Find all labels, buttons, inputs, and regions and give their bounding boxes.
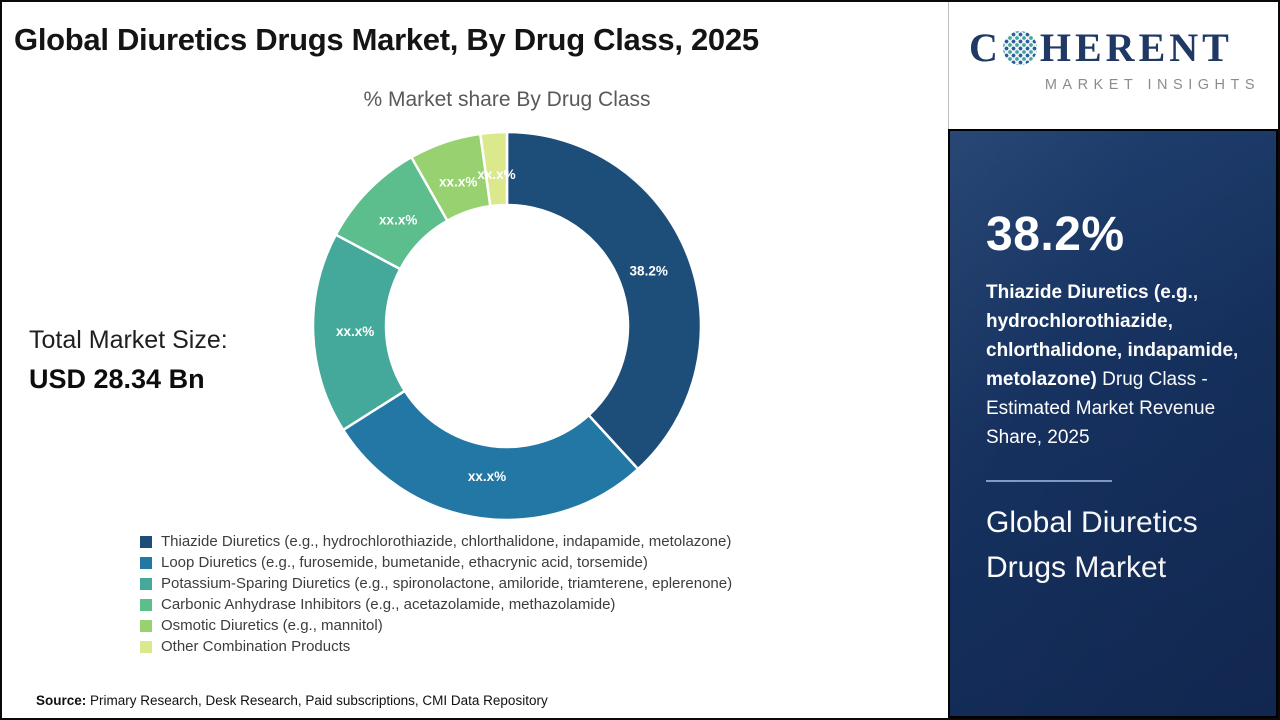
- brand-name-rest: HERENT: [1039, 25, 1233, 70]
- highlight-text: Thiazide Diuretics (e.g., hydrochlorothi…: [986, 278, 1250, 452]
- total-market-value: USD 28.34 Bn: [29, 364, 205, 394]
- legend-item: Thiazide Diuretics (e.g., hydrochlorothi…: [140, 533, 732, 550]
- legend-label: Potassium-Sparing Diuretics (e.g., spiro…: [161, 575, 733, 592]
- highlight-text-rest: Drug Class - Estimated Market Revenue Sh…: [986, 369, 1216, 448]
- brand-panel: C HERENT MARKET INSIGHTS 38.2% Thiazide …: [948, 2, 1278, 718]
- source-line: Source: Primary Research, Desk Research,…: [36, 693, 548, 708]
- legend-item: Potassium-Sparing Diuretics (e.g., spiro…: [140, 575, 732, 592]
- legend-label: Carbonic Anhydrase Inhibitors (e.g., ace…: [161, 596, 616, 613]
- highlight-text-bold: Thiazide Diuretics (e.g., hydrochlorothi…: [986, 282, 1239, 390]
- legend-item: Other Combination Products: [140, 638, 732, 655]
- total-market-block: Total Market Size: USD 28.34 Bn: [29, 326, 228, 395]
- brand-name: C HERENT: [969, 28, 1264, 68]
- brand-logo: C HERENT MARKET INSIGHTS: [948, 2, 1278, 129]
- legend-swatch: [140, 535, 152, 548]
- brand-tagline: MARKET INSIGHTS: [1044, 77, 1260, 93]
- legend-item: Carbonic Anhydrase Inhibitors (e.g., ace…: [140, 596, 732, 613]
- chart-legend: Thiazide Diuretics (e.g., hydrochlorothi…: [140, 533, 732, 655]
- legend-swatch: [140, 577, 152, 590]
- legend-swatch: [140, 640, 152, 653]
- donut-segment: [478, 130, 509, 208]
- legend-label: Other Combination Products: [161, 638, 351, 655]
- legend-label: Thiazide Diuretics (e.g., hydrochlorothi…: [161, 533, 732, 550]
- legend-swatch: [140, 598, 152, 611]
- page-title: Global Diuretics Drugs Market, By Drug C…: [14, 22, 759, 57]
- donut-segment-label: 38.2%: [630, 263, 668, 278]
- legend-swatch: [140, 619, 152, 632]
- source-text: Primary Research, Desk Research, Paid su…: [90, 693, 548, 708]
- panel-divider: [986, 480, 1112, 482]
- chart-subtitle: % Market share By Drug Class: [363, 88, 651, 111]
- legend-swatch: [140, 556, 152, 569]
- donut-segment-label: xx.x%: [477, 167, 515, 182]
- globe-icon: [1002, 31, 1037, 65]
- donut-segment-label: xx.x%: [336, 324, 374, 339]
- donut-segment: [341, 389, 640, 522]
- brand-name-c: C: [969, 25, 1002, 70]
- highlight-panel: 38.2% Thiazide Diuretics (e.g., hydrochl…: [948, 129, 1278, 718]
- legend-item: Osmotic Diuretics (e.g., mannitol): [140, 617, 732, 634]
- highlight-value: 38.2%: [986, 208, 1125, 261]
- donut-segment-label: xx.x%: [468, 469, 506, 484]
- donut-chart: 38.2%xx.x%xx.x%xx.x%xx.x%xx.x%: [311, 130, 703, 522]
- donut-segment-label: xx.x%: [439, 175, 477, 190]
- donut-segment-label: xx.x%: [379, 212, 417, 227]
- source-label: Source:: [36, 693, 87, 708]
- total-market-label: Total Market Size:: [29, 326, 228, 354]
- panel-footer-title: Global Diuretics Drugs Market: [986, 506, 1198, 584]
- chart-area: Global Diuretics Drugs Market, By Drug C…: [2, 2, 948, 718]
- legend-label: Loop Diuretics (e.g., furosemide, bumeta…: [161, 554, 648, 571]
- legend-label: Osmotic Diuretics (e.g., mannitol): [161, 617, 383, 634]
- legend-item: Loop Diuretics (e.g., furosemide, bumeta…: [140, 554, 732, 571]
- donut-segment: [505, 130, 703, 471]
